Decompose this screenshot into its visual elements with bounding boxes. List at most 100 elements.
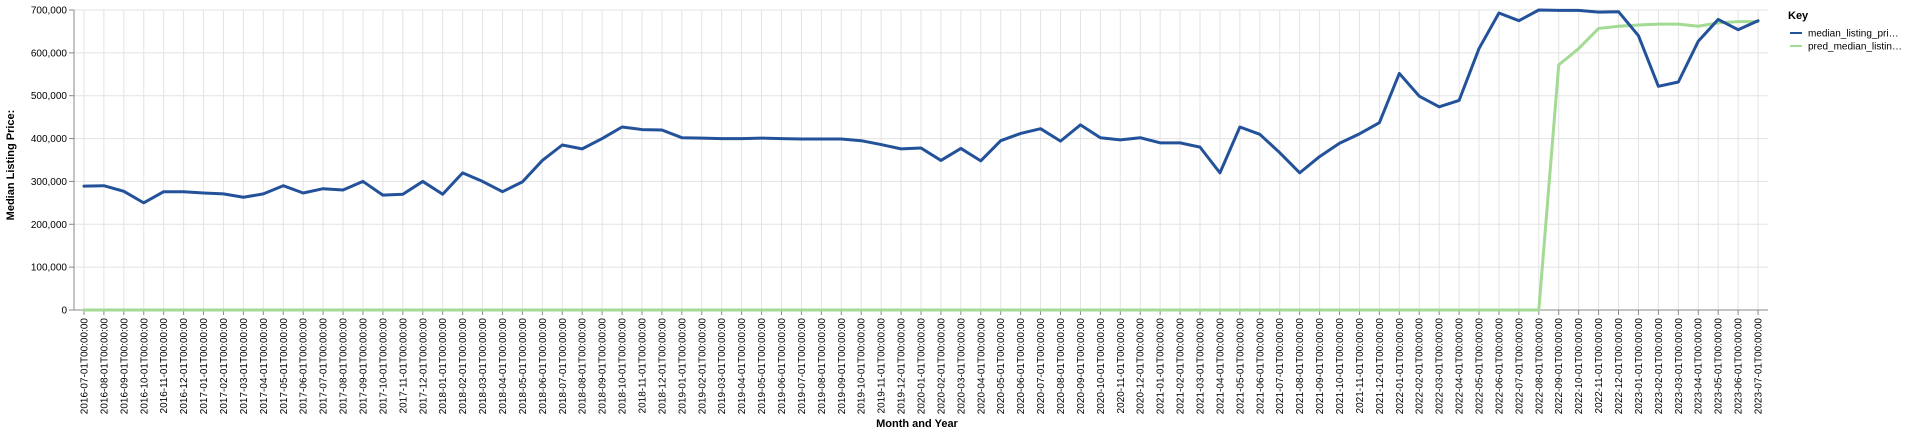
x-tick-label: 2020-11-01T00:00:00	[1116, 318, 1127, 414]
y-tick-label: 200,000	[31, 220, 68, 231]
x-tick-label: 2020-12-01T00:00:00	[1136, 318, 1147, 415]
x-tick-label: 2022-01-01T00:00:00	[1395, 318, 1406, 415]
x-tick-label: 2020-04-01T00:00:00	[976, 318, 987, 415]
x-tick-label: 2020-10-01T00:00:00	[1096, 318, 1107, 415]
y-axis-title: Median Listing Price:	[5, 110, 17, 221]
x-tick-label: 2022-10-01T00:00:00	[1574, 318, 1585, 415]
x-tick-label: 2018-10-01T00:00:00	[618, 318, 629, 415]
x-tick-label: 2021-08-01T00:00:00	[1295, 318, 1306, 415]
x-tick-label: 2016-08-01T00:00:00	[99, 318, 110, 415]
x-tick-label: 2018-11-01T00:00:00	[637, 318, 648, 414]
x-tick-label: 2016-07-01T00:00:00	[79, 318, 90, 415]
x-tick-label: 2017-11-01T00:00:00	[398, 318, 409, 414]
y-tick-label: 0	[61, 306, 67, 317]
x-tick-label: 2020-06-01T00:00:00	[1016, 318, 1027, 415]
x-tick-label: 2017-03-01T00:00:00	[239, 318, 250, 415]
x-tick-label: 2022-02-01T00:00:00	[1415, 318, 1426, 415]
series-line-median-listing-pri	[82, 8, 1760, 205]
y-tick-label: 600,000	[31, 48, 68, 59]
y-tick-label: 700,000	[31, 6, 68, 17]
x-tick-label: 2022-04-01T00:00:00	[1455, 318, 1466, 415]
legend-label: pred_median_listin…	[1808, 42, 1902, 53]
x-tick-label: 2020-03-01T00:00:00	[956, 318, 967, 415]
x-tick-label: 2022-09-01T00:00:00	[1554, 318, 1565, 415]
x-tick-label: 2016-12-01T00:00:00	[179, 318, 190, 415]
x-tick-label: 2018-07-01T00:00:00	[558, 318, 569, 415]
y-tick-label: 500,000	[31, 91, 68, 102]
x-tick-label: 2023-02-01T00:00:00	[1654, 318, 1665, 415]
x-tick-label: 2016-11-01T00:00:00	[159, 318, 170, 414]
x-tick-label: 2020-08-01T00:00:00	[1056, 318, 1067, 415]
x-tick-label: 2017-06-01T00:00:00	[299, 318, 310, 415]
x-tick-label: 2017-04-01T00:00:00	[259, 318, 270, 415]
x-tick-label: 2019-06-01T00:00:00	[777, 318, 788, 415]
x-tick-label: 2017-09-01T00:00:00	[358, 318, 369, 415]
legend-label: median_listing_pri…	[1808, 29, 1899, 40]
x-tick-label: 2020-09-01T00:00:00	[1076, 318, 1087, 415]
x-tick-label: 2019-02-01T00:00:00	[697, 318, 708, 415]
series-lines	[82, 8, 1760, 312]
x-tick-label: 2018-03-01T00:00:00	[478, 318, 489, 415]
x-tick-label: 2018-01-01T00:00:00	[438, 318, 449, 415]
x-tick-label: 2021-11-01T00:00:00	[1355, 318, 1366, 414]
x-tick-label: 2017-08-01T00:00:00	[339, 318, 350, 415]
x-tick-label: 2021-09-01T00:00:00	[1315, 318, 1326, 415]
x-tick-label: 2021-05-01T00:00:00	[1235, 318, 1246, 415]
x-tick-label: 2019-10-01T00:00:00	[857, 318, 868, 415]
x-tick-label: 2022-05-01T00:00:00	[1475, 318, 1486, 415]
y-tick-label: 400,000	[31, 134, 68, 145]
x-tick-label: 2021-03-01T00:00:00	[1196, 318, 1207, 415]
legend: Key median_listing_pri… pred_median_listi…	[1788, 10, 1902, 53]
x-tick-label: 2018-12-01T00:00:00	[657, 318, 668, 415]
x-tick-label: 2021-01-01T00:00:00	[1156, 318, 1167, 415]
x-tick-label: 2016-10-01T00:00:00	[139, 318, 150, 415]
x-axis: 2016-07-01T00:00:00 2016-08-01T00:00:00 20…	[74, 309, 1768, 415]
x-tick-label: 2023-03-01T00:00:00	[1674, 318, 1685, 415]
x-tick-label: 2023-01-01T00:00:00	[1634, 318, 1645, 415]
x-tick-label: 2018-02-01T00:00:00	[458, 318, 469, 415]
x-tick-label: 2021-10-01T00:00:00	[1335, 318, 1346, 415]
x-tick-label: 2019-01-01T00:00:00	[677, 318, 688, 415]
x-tick-label: 2021-04-01T00:00:00	[1215, 318, 1226, 415]
x-tick-label: 2023-07-01T00:00:00	[1754, 318, 1765, 415]
legend-title: Key	[1788, 10, 1809, 22]
x-tick-label: 2019-04-01T00:00:00	[737, 318, 748, 415]
x-tick-label: 2019-05-01T00:00:00	[757, 318, 768, 415]
x-tick-label: 2019-07-01T00:00:00	[797, 318, 808, 415]
x-tick-label: 2022-06-01T00:00:00	[1494, 318, 1505, 415]
x-tick-label: 2017-07-01T00:00:00	[319, 318, 330, 415]
x-tick-label: 2021-06-01T00:00:00	[1255, 318, 1266, 415]
x-tick-label: 2020-05-01T00:00:00	[996, 318, 1007, 415]
x-tick-label: 2017-10-01T00:00:00	[378, 318, 389, 415]
x-tick-label: 2021-07-01T00:00:00	[1275, 318, 1286, 415]
y-tick-label: 100,000	[31, 263, 68, 274]
x-tick-label: 2022-11-01T00:00:00	[1594, 318, 1605, 414]
x-tick-label: 2022-03-01T00:00:00	[1435, 318, 1446, 415]
x-axis-title: Month and Year	[876, 418, 958, 430]
x-tick-label: 2017-05-01T00:00:00	[279, 318, 290, 415]
x-tick-label: 2018-04-01T00:00:00	[498, 318, 509, 415]
series-line-pred-median-listin	[82, 20, 1760, 312]
x-tick-label: 2020-07-01T00:00:00	[1036, 318, 1047, 415]
x-tick-label: 2021-02-01T00:00:00	[1176, 318, 1187, 415]
gridlines	[74, 9, 1768, 311]
x-tick-label: 2018-05-01T00:00:00	[518, 318, 529, 415]
x-tick-label: 2019-08-01T00:00:00	[817, 318, 828, 415]
x-tick-label: 2023-04-01T00:00:00	[1694, 318, 1705, 415]
x-tick-label: 2020-02-01T00:00:00	[936, 318, 947, 415]
x-tick-label: 2019-03-01T00:00:00	[717, 318, 728, 415]
x-tick-label: 2016-09-01T00:00:00	[119, 318, 130, 415]
x-tick-label: 2022-07-01T00:00:00	[1514, 318, 1525, 415]
x-tick-label: 2023-06-01T00:00:00	[1734, 318, 1745, 415]
x-tick-label: 2021-12-01T00:00:00	[1375, 318, 1386, 415]
x-tick-label: 2020-01-01T00:00:00	[917, 318, 928, 415]
x-tick-label: 2018-09-01T00:00:00	[598, 318, 609, 415]
x-tick-label: 2017-01-01T00:00:00	[199, 318, 210, 415]
x-tick-label: 2017-02-01T00:00:00	[219, 318, 230, 415]
x-tick-label: 2019-11-01T00:00:00	[877, 318, 888, 414]
x-tick-label: 2018-08-01T00:00:00	[578, 318, 589, 415]
x-tick-label: 2019-12-01T00:00:00	[897, 318, 908, 415]
x-tick-label: 2022-08-01T00:00:00	[1534, 318, 1545, 415]
